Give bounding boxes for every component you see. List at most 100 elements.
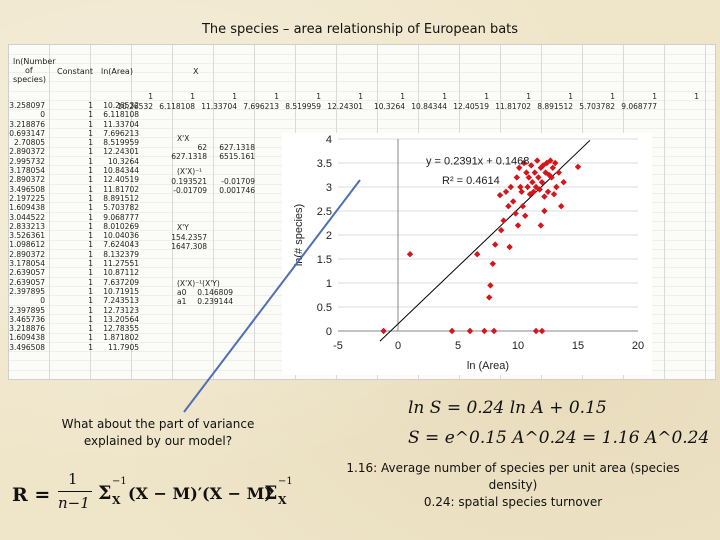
x-tick-label: -5 (333, 340, 343, 352)
formula-numerator: 1 (68, 470, 78, 488)
data-point (547, 157, 554, 164)
xx-r2c2: 6515.161 (219, 152, 255, 161)
constant-cell: 1 (88, 101, 93, 110)
xx-r1c1: 62 (197, 143, 207, 152)
xy-r2: 1647.308 (171, 242, 207, 251)
ln-species-cell: 1.098612 (9, 240, 45, 250)
transpose-cell: 1 (358, 92, 363, 101)
data-point (537, 222, 544, 229)
ln-species-cell: 3.465736 (9, 314, 45, 324)
x-tick-label: 0 (395, 340, 401, 352)
formula-sigma-1: Σ (98, 482, 112, 504)
beta-label: (X'X)⁻¹(X'Y) (177, 279, 220, 288)
ln-area-cell: 10.71915 (103, 286, 139, 296)
constant-cell: 1 (88, 324, 93, 334)
ln-area-cell: 9.068777 (103, 212, 139, 222)
data-point (496, 191, 504, 199)
data-point (519, 203, 526, 210)
data-point (474, 251, 481, 258)
ln-area-cell: 6.118108 (103, 110, 139, 120)
data-point (406, 251, 414, 258)
x-tick-label: 15 (572, 340, 584, 352)
data-point (466, 327, 474, 335)
formula-middle: (X − M)′(X − M) (128, 484, 272, 503)
inv-r2c1: -0.01709 (173, 186, 207, 195)
ln-area-cell: 10.3264 (107, 156, 139, 166)
y-tick-label: 2.5 (317, 206, 332, 218)
question-line-2: explained by our model? (83, 434, 233, 448)
constant-cell: 1 (88, 268, 93, 278)
constant-cell: 1 (88, 184, 93, 194)
ln-area-cell: 5.703782 (103, 203, 139, 213)
data-point (502, 188, 510, 195)
data-point (514, 222, 522, 229)
ln-species-cell: 0 (40, 110, 45, 120)
ln-species-cell: 3.526361 (9, 231, 45, 241)
transpose-cell: 10.26532 (117, 102, 153, 111)
data-point (498, 227, 505, 234)
constant-cell: 1 (88, 110, 93, 120)
ln-species-cell: 2.70805 (13, 138, 45, 148)
y-tick-label: 4 (326, 134, 332, 146)
constant-cell: 1 (88, 138, 93, 148)
transpose-cell: 11.81702 (495, 102, 531, 111)
y-tick-label: 3 (326, 182, 332, 194)
constant-cell: 1 (88, 249, 93, 259)
data-point (532, 327, 540, 335)
ln-species-cell: 3.496508 (9, 342, 45, 352)
data-point (542, 169, 549, 176)
x-axis-title: ln (Area) (467, 360, 509, 372)
ln-species-cell: 2.197225 (9, 193, 45, 203)
ln-area-cell: 7.637209 (103, 277, 139, 287)
formula-fraction-bar (58, 491, 92, 492)
constant-cell: 1 (88, 221, 93, 231)
transpose-cell: 1 (568, 92, 573, 101)
column-ln-area: 10.26532 6.118108 11.33704 7.696213 8.519959… (97, 101, 139, 352)
correlation-formula: R = 1 n−1 Σ X −1 (X − M)′(X − M) Σ X −1 (12, 468, 302, 528)
data-point (507, 183, 514, 191)
ln-species-cell: 2.639057 (9, 277, 45, 287)
constant-cell: 1 (88, 342, 93, 352)
slide-title: The species – area relationship of Europ… (201, 22, 519, 37)
ln-species-cell: 2.890372 (9, 175, 45, 185)
data-point (481, 327, 488, 335)
constant-cell: 1 (88, 305, 93, 315)
y-tick-label: 3.5 (317, 158, 332, 170)
data-point (540, 162, 547, 169)
transpose-cell: 1 (232, 92, 237, 101)
data-point (531, 169, 538, 176)
a0-value: 0.146809 (197, 288, 233, 297)
constant-cell: 1 (88, 296, 93, 306)
transpose-cell: 1 (610, 92, 615, 101)
ln-species-cell: 3.178054 (9, 259, 45, 269)
x-tick-label: 5 (455, 340, 461, 352)
constant-cell: 1 (88, 156, 93, 166)
transpose-cell: 9.068777 (621, 102, 657, 111)
data-point (448, 327, 456, 335)
ln-species-cell: 0 (40, 296, 45, 306)
constant-cell: 1 (88, 333, 93, 343)
interpretation-note: 1.16: Average number of species per unit… (318, 460, 708, 511)
ln-species-cell: 1.609438 (9, 203, 45, 213)
data-point (520, 159, 528, 167)
ln-area-cell: 10.04036 (103, 231, 139, 241)
data-point (536, 186, 543, 193)
data-point (505, 203, 512, 210)
data-point (517, 183, 524, 191)
data-point (380, 327, 387, 335)
scatter-chart-svg: 00.511.522.533.54-5 0 5 10 15 20 ln (Area)ln(… (293, 134, 644, 372)
header-x: X (193, 67, 199, 76)
transpose-row-ln-area: 10.26532 6.118108 11.33704 7.696213 8.519959… (111, 102, 657, 111)
constant-cell: 1 (88, 314, 93, 324)
data-point (486, 294, 493, 301)
data-point (558, 203, 565, 210)
formula-sigma-1-sup: −1 (112, 476, 127, 487)
ln-area-cell: 7.624043 (103, 240, 139, 250)
ln-species-cell: 2.890372 (9, 249, 45, 259)
formula-denominator: n−1 (58, 494, 90, 512)
data-point (574, 163, 582, 171)
ln-species-cell: 2.833213 (9, 221, 45, 231)
data-point (553, 183, 560, 191)
xx-r2c1: 627.1318 (171, 152, 207, 161)
